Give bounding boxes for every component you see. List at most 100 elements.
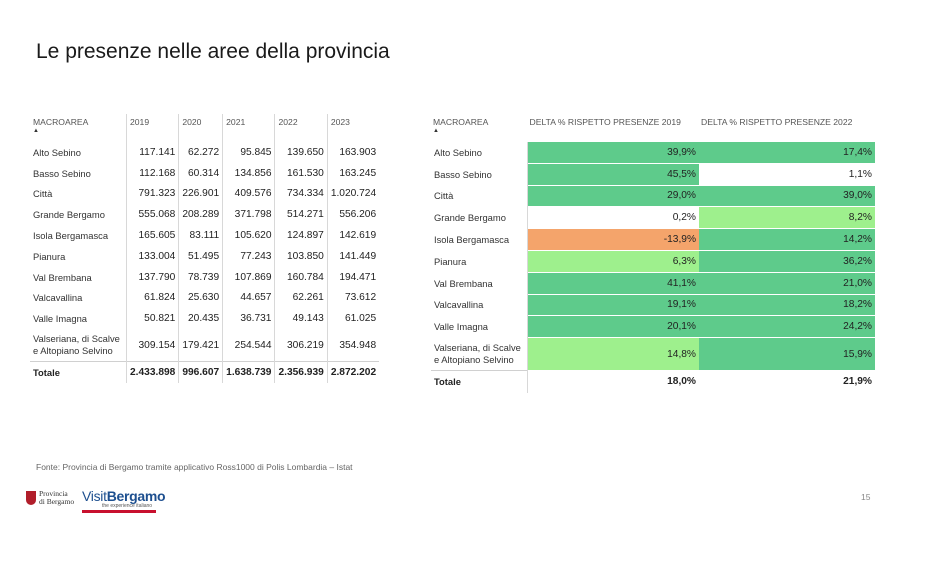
presenze-value: 163.245 <box>326 162 380 184</box>
delta-2022-cell: 1,1% <box>699 163 875 186</box>
delta-table: MACROAREA ▲ DELTA % RISPETTO PRESENZE 20… <box>431 114 875 393</box>
table-row: Alto Sebino 39,9% 17,4% <box>431 142 875 164</box>
delta-2019-cell: 0,2% <box>527 206 699 230</box>
delta-header-row: MACROAREA ▲ DELTA % RISPETTO PRESENZE 20… <box>431 114 875 142</box>
page-title: Le presenze nelle aree della provincia <box>36 40 390 63</box>
area-name: Pianura <box>431 250 528 273</box>
year-header: 2022 <box>274 114 328 142</box>
area-name: Alto Sebino <box>33 146 81 158</box>
area-name: Val Brembana <box>33 271 92 283</box>
presenze-table: MACROAREA ▲ 2019 2020 2021 2022 2023 Alt… <box>30 114 380 383</box>
presenze-value: 1.638.739 <box>222 361 275 383</box>
macroarea-header[interactable]: MACROAREA ▲ <box>431 114 528 142</box>
table-row: Isola Bergamasca -13,9% 14,2% <box>431 228 875 251</box>
presenze-value: 49.143 <box>274 308 328 330</box>
delta-2022-cell: 36,2% <box>699 250 875 273</box>
presenze-value: 83.111 <box>178 225 223 246</box>
delta-2022-header: DELTA % RISPETTO PRESENZE 2022 <box>701 117 853 127</box>
delta-2022-cell: 39,0% <box>699 185 875 208</box>
presenze-value: 137.790 <box>125 266 179 288</box>
presenze-value: 161.530 <box>274 162 328 184</box>
area-name: Valcavallina <box>33 292 83 304</box>
presenze-value: 73.612 <box>326 287 380 309</box>
presenze-value: 61.824 <box>125 287 179 309</box>
area-name: Grande Bergamo <box>431 206 528 229</box>
delta-2019-total: 18,0% <box>527 370 699 393</box>
presenze-value: 78.739 <box>178 266 223 288</box>
total-row: Totale 2.433.898 996.607 1.638.739 2.356.939… <box>30 361 380 383</box>
table-row: Basso Sebino 45,5% 1,1% <box>431 163 875 186</box>
logo-visit-text: Visit <box>82 488 107 504</box>
presenze-value: 165.605 <box>125 225 179 246</box>
total-row: Totale 18,0% 21,9% <box>431 370 875 393</box>
presenze-value: 791.323 <box>125 183 179 205</box>
table-row: Valseriana, di Scalve e Altopiano Selvin… <box>431 337 875 372</box>
area-name: Alto Sebino <box>431 142 528 164</box>
presenze-value: 996.607 <box>178 361 223 383</box>
presenze-value: 107.869 <box>222 266 275 288</box>
presenze-value: 163.903 <box>326 142 380 163</box>
table-row: Valcavallina 61.824 25.630 44.657 62.261 73.6… <box>30 287 380 309</box>
delta-2019-cell: 20,1% <box>527 315 699 339</box>
presenze-value: 2.356.939 <box>274 361 328 383</box>
area-name: Totale <box>431 370 528 393</box>
presenze-value: 139.650 <box>274 142 328 163</box>
presenze-value: 112.168 <box>125 162 179 184</box>
area-name: Totale <box>30 361 127 383</box>
logo-underline <box>82 510 156 513</box>
delta-2022-total: 21,9% <box>699 370 875 393</box>
presenze-value: 2.433.898 <box>125 361 179 383</box>
table-row: Grande Bergamo 555.068 208.289 371.798 514.2… <box>30 204 380 226</box>
presenze-value: 61.025 <box>326 308 380 330</box>
presenze-value: 134.856 <box>222 162 275 184</box>
presenze-value: 141.449 <box>326 245 380 267</box>
area-name: Pianura <box>33 250 66 262</box>
table-row: Val Brembana 41,1% 21,0% <box>431 272 875 295</box>
presenze-header-row: MACROAREA ▲ 2019 2020 2021 2022 2023 <box>30 114 380 142</box>
delta-2022-cell: 14,2% <box>699 228 875 251</box>
presenze-value: 44.657 <box>222 287 275 309</box>
area-name: Città <box>33 188 53 200</box>
delta-2019-cell: 6,3% <box>527 250 699 273</box>
table-row: Basso Sebino 112.168 60.314 134.856 161.530 1… <box>30 162 380 184</box>
delta-2022-cell: 15,9% <box>699 337 875 372</box>
year-header: 2020 <box>178 114 223 142</box>
delta-2022-cell: 8,2% <box>699 206 875 230</box>
visitbergamo-logo: VisitBergamo the experience italiano <box>82 488 166 513</box>
presenze-value: 556.206 <box>326 204 380 226</box>
presenze-value: 60.314 <box>178 162 223 184</box>
table-row: Alto Sebino 117.141 62.272 95.845 139.650 163… <box>30 142 380 163</box>
area-name: Grande Bergamo <box>33 209 105 221</box>
table-row: Città 791.323 226.901 409.576 734.334 1.020.7… <box>30 183 380 205</box>
crest-icon <box>26 491 36 505</box>
presenze-value: 160.784 <box>274 266 328 288</box>
area-name: Città <box>431 185 528 207</box>
presenze-value: 2.872.202 <box>326 361 380 383</box>
sort-up-icon[interactable]: ▲ <box>433 128 439 134</box>
delta-2022-cell: 21,0% <box>699 272 875 295</box>
presenze-value: 50.821 <box>125 308 179 330</box>
table-row: Valseriana, di Scalve e Altopiano Selvin… <box>30 329 380 362</box>
delta-2019-header: DELTA % RISPETTO PRESENZE 2019 <box>529 117 681 127</box>
presenze-value: 142.619 <box>326 225 380 246</box>
presenze-value: 77.243 <box>222 245 275 267</box>
delta-2019-cell: 45,5% <box>527 163 699 186</box>
macroarea-header[interactable]: MACROAREA ▲ <box>30 114 127 142</box>
presenze-value: 306.219 <box>274 329 328 362</box>
area-name: Valseriana, di Scalve e Altopiano Selvin… <box>33 333 120 357</box>
presenze-value: 124.897 <box>274 225 328 246</box>
sort-up-icon[interactable]: ▲ <box>33 128 39 134</box>
table-row: Pianura 133.004 51.495 77.243 103.850 141.449 <box>30 245 380 267</box>
delta-2019-cell: 19,1% <box>527 294 699 317</box>
area-name: Basso Sebino <box>431 163 528 186</box>
presenze-value: 95.845 <box>222 142 275 163</box>
area-name: Valle Imagna <box>33 313 88 325</box>
presenze-value: 62.272 <box>178 142 223 163</box>
area-name: Val Brembana <box>431 272 528 295</box>
table-row: Val Brembana 137.790 78.739 107.869 160.784 1… <box>30 266 380 288</box>
presenze-value: 514.271 <box>274 204 328 226</box>
presenze-value: 179.421 <box>178 329 223 362</box>
year-header: 2023 <box>326 114 380 142</box>
presenze-value: 734.334 <box>274 183 328 205</box>
area-name: Valseriana, di Scalve e Altopiano Selvin… <box>431 337 528 371</box>
